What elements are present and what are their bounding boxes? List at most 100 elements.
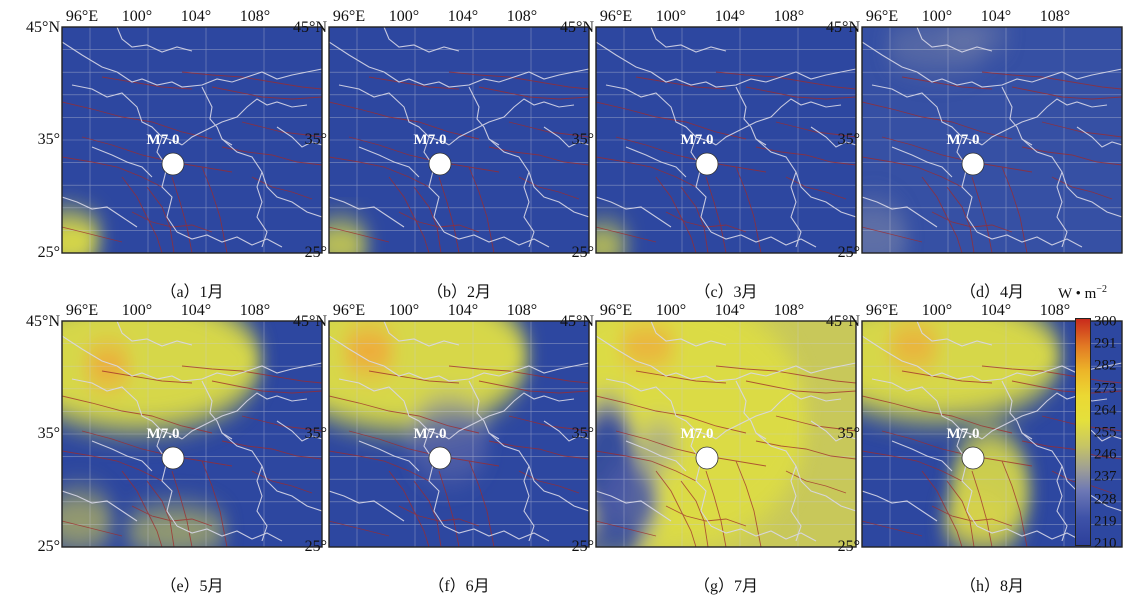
map-panel-e: M7.0 96°E 100° 104° 108° 45°N 35° 25° （e）5月 [26, 298, 323, 595]
latitude-tick-label: 45°N [826, 313, 860, 330]
longitude-tick-label: 104° [447, 302, 479, 319]
colorbar-tick-label: 264 [1094, 402, 1117, 419]
longitude-tick-label: 104° [447, 8, 479, 25]
field-anomaly [596, 521, 642, 547]
map-border [328, 320, 590, 548]
latitude-tick-label: 25° [37, 538, 60, 555]
epicenter-label: M7.0 [147, 426, 180, 442]
fault-lines [862, 365, 1122, 547]
latitude-tick-label: 45°N [293, 19, 327, 36]
epicenter-marker [428, 446, 452, 470]
colorbar-tick-label: 237 [1094, 468, 1117, 485]
fault-lines [62, 365, 322, 547]
longitude-tick-label: 100° [921, 302, 953, 319]
map-border [328, 26, 590, 254]
longitude-tick-label: 104° [980, 8, 1012, 25]
map-border [61, 320, 323, 548]
field-anomaly [601, 461, 659, 541]
epicenter-label: M7.0 [414, 132, 447, 148]
map-svg: M7.0 [328, 26, 590, 254]
longitude-tick-label: 104° [180, 8, 212, 25]
longitude-tick-label: 108° [239, 302, 271, 319]
longitude-tick-label: 96°E [599, 8, 633, 25]
panel-caption: （g）7月 [693, 578, 758, 595]
longitude-tick-label: 108° [506, 8, 538, 25]
field-anomaly [862, 202, 908, 253]
fault-lines [329, 71, 589, 253]
longitude-tick-label: 108° [239, 8, 271, 25]
fault-lines [862, 71, 1122, 253]
fault-lines [596, 365, 856, 547]
fault-lines [329, 365, 589, 547]
longitude-tick-label: 100° [655, 302, 687, 319]
epicenter-label: M7.0 [414, 426, 447, 442]
map-panel-g: M7.0 96°E 100° 104° 108° 45°N 35° 25° （g）7月 [560, 298, 857, 595]
map-panel-c: M7.0 96°E 100° 104° 108° 45°N 35° 25° （c）3月 [560, 4, 857, 301]
latitude-tick-label: 45°N [26, 19, 60, 36]
panel-caption: （d）4月 [959, 284, 1024, 301]
epicenter-label: M7.0 [947, 132, 980, 148]
field-anomaly [887, 326, 940, 366]
colorbar-tick-label: 291 [1094, 335, 1117, 352]
epicenter-marker [161, 446, 185, 470]
epicenter-label: M7.0 [947, 426, 980, 442]
epicenter-marker [961, 446, 985, 470]
epicenter-label: M7.0 [681, 132, 714, 148]
latitude-tick-label: 25° [571, 244, 594, 261]
graticule [62, 27, 322, 253]
longitude-tick-label: 100° [121, 8, 153, 25]
latitude-tick-label: 35° [304, 131, 327, 148]
colorbar-unit: W • m−2 [1058, 284, 1107, 302]
province-boundaries [862, 27, 1122, 248]
graticule [596, 27, 856, 253]
latitude-tick-label: 25° [837, 538, 860, 555]
panel-caption: （c）3月 [694, 284, 758, 301]
map-border [61, 26, 323, 254]
latitude-tick-label: 45°N [560, 313, 594, 330]
field-anomaly [638, 424, 679, 468]
map-panel-f: M7.0 96°E 100° 104° 108° 45°N 35° 25° （f）6月 [293, 298, 590, 595]
longitude-tick-label: 108° [506, 302, 538, 319]
fault-lines [596, 71, 856, 253]
longitude-tick-label: 104° [980, 302, 1012, 319]
province-boundaries [62, 321, 322, 542]
colorbar-tick-label: 210 [1094, 535, 1117, 552]
panel-caption: （f）6月 [428, 578, 490, 595]
longitude-tick-label: 96°E [332, 302, 366, 319]
map-svg: M7.0 [595, 320, 857, 548]
latitude-tick-label: 25° [571, 538, 594, 555]
longitude-tick-label: 108° [1039, 302, 1071, 319]
province-boundaries [596, 27, 856, 248]
map-panel-d: M7.0 96°E 100° 104° 108° 45°N 35° 25° （d）4月 [826, 4, 1123, 301]
panel-caption: （b）2月 [426, 284, 491, 301]
province-boundaries [596, 321, 856, 542]
province-boundaries [862, 321, 1122, 542]
latitude-tick-label: 35° [304, 425, 327, 442]
longitude-tick-label: 96°E [332, 8, 366, 25]
panel-caption: （e）5月 [160, 578, 224, 595]
map-svg: M7.0 [61, 320, 323, 548]
fault-lines [62, 71, 322, 253]
longitude-tick-label: 100° [121, 302, 153, 319]
field-anomaly [124, 506, 228, 547]
latitude-tick-label: 35° [571, 425, 594, 442]
province-boundaries [62, 27, 322, 248]
colorbar-tick-label: 228 [1094, 491, 1117, 508]
map-border [861, 26, 1123, 254]
colorbar-tick-label: 219 [1094, 513, 1117, 530]
field-anomaly [329, 221, 369, 253]
longitude-tick-label: 96°E [599, 302, 633, 319]
panel-caption: （h）8月 [959, 578, 1024, 595]
graticule [329, 321, 589, 547]
longitude-tick-label: 108° [1039, 8, 1071, 25]
longitude-tick-label: 104° [714, 302, 746, 319]
colorbar-tick-label: 300 [1094, 313, 1117, 330]
longitude-tick-label: 96°E [65, 8, 99, 25]
latitude-tick-label: 45°N [293, 313, 327, 330]
longitude-tick-label: 100° [921, 8, 953, 25]
field-anomaly [62, 491, 114, 547]
latitude-tick-label: 35° [837, 131, 860, 148]
panel-caption: （a）1月 [160, 284, 224, 301]
latitude-tick-label: 45°N [560, 19, 594, 36]
epicenter-label: M7.0 [147, 132, 180, 148]
